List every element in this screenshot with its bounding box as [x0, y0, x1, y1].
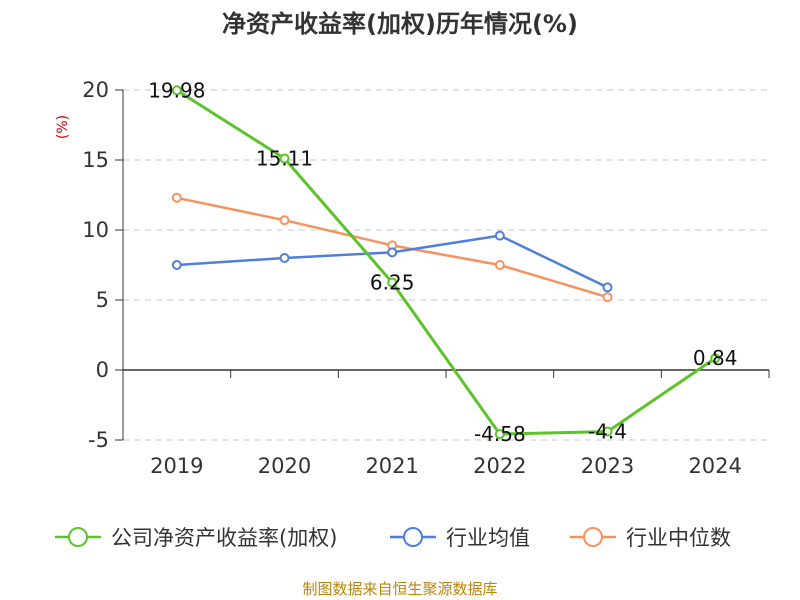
legend-marker-circle [68, 527, 88, 547]
series-layer [171, 85, 721, 440]
data-label-layer: 19.98 15.11 6.25 -4.58 -4.4 0.84 [148, 78, 737, 446]
data-point [710, 353, 721, 364]
data-point [602, 426, 613, 437]
y-axis-unit-label: (%) [55, 115, 71, 139]
axis-layer: -5 0 5 10 15 20 (%) 2019 2020 2021 2022 2023 2024 [55, 78, 770, 478]
data-point [602, 282, 613, 293]
data-point [387, 277, 398, 288]
y-tick-label: -5 [88, 428, 109, 452]
data-label: 6.25 [370, 271, 415, 295]
x-tick-label: 2024 [688, 454, 741, 478]
data-point [602, 292, 613, 303]
data-label: 15.11 [256, 146, 313, 170]
data-label: 19.98 [148, 78, 205, 102]
data-source-footer: 制图数据来自恒生聚源数据库 [302, 580, 498, 598]
data-label: 0.84 [693, 346, 738, 370]
data-label: -4.58 [474, 422, 526, 446]
data-label: -4.4 [588, 420, 627, 444]
y-tick-label: 10 [82, 218, 109, 242]
x-tick-label: 2021 [365, 454, 418, 478]
x-tick-label: 2019 [150, 454, 203, 478]
data-point [494, 260, 505, 270]
legend-item-label: 行业均值 [446, 526, 530, 550]
x-tick-label: 2023 [581, 454, 634, 478]
grid-layer [123, 89, 769, 441]
y-tick-label: 0 [96, 358, 109, 382]
data-point [279, 253, 290, 263]
legend-item-label: 公司净资产收益率(加权) [111, 526, 337, 550]
data-point [171, 192, 182, 203]
y-tick-label: 5 [96, 288, 109, 312]
chart-title: 净资产收益率(加权)历年情况(%) [222, 10, 578, 38]
data-point [279, 215, 290, 226]
y-tick-label: 20 [82, 78, 109, 102]
data-point [171, 85, 182, 96]
series-line [176, 89, 717, 436]
legend-marker-circle [583, 527, 603, 547]
legend-item-label: 行业中位数 [626, 526, 731, 550]
y-tick-label: 15 [82, 148, 109, 172]
data-point [494, 230, 505, 241]
data-point [171, 260, 182, 270]
data-point [494, 429, 505, 440]
legend: 公司净资产收益率(加权) 行业均值 行业中位数 [55, 526, 731, 550]
data-point [279, 153, 290, 164]
data-point [387, 247, 398, 258]
x-tick-label: 2020 [258, 454, 311, 478]
legend-marker-circle [403, 527, 423, 547]
x-tick-label: 2022 [473, 454, 526, 478]
